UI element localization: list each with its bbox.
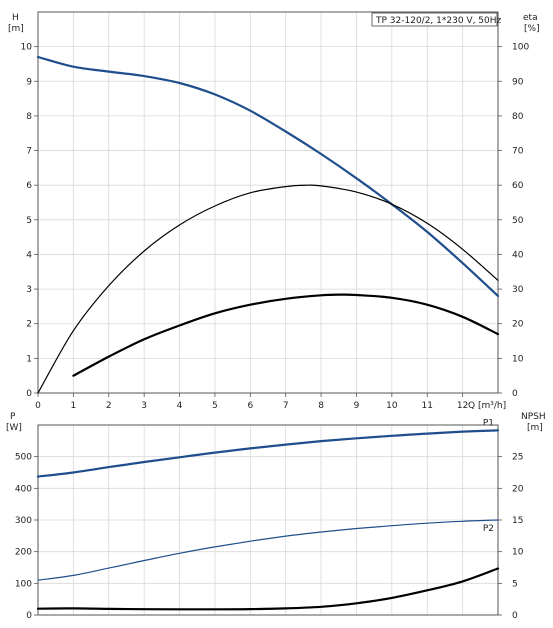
top-right-axis-label-2: [%] [524,24,540,34]
bottom-left-axis-label-1: P [10,412,16,422]
top-title-text: TP 32-120/2, 1*230 V, 50Hz [375,16,502,26]
bottom-y-right-tick-label: 20 [512,484,524,494]
bottom-left-tick-labels: 0 100 200 300 400 500 [15,453,38,621]
top-series-group [36,55,500,394]
y-left-tick-label: 1 [26,354,32,364]
y-left-tick-label: 0 [26,389,32,399]
top-right-axis-label-1: eta [523,13,538,23]
y-left-tick-label: 7 [26,147,32,157]
top-panel-frame [37,11,499,394]
bottom-y-left-tick-label: 100 [15,579,32,589]
top-left-tick-labels: 0 1 2 3 4 5 6 7 8 9 10 [21,43,38,399]
y-left-tick-label: 8 [26,112,32,122]
top-title-box: TP 32-120/2, 1*230 V, 50Hz [371,12,502,27]
top-x-tick-labels: 0 1 2 3 4 5 6 7 8 9 10 11 12 [35,393,468,411]
y-left-tick-label: 9 [26,77,32,87]
x-tick-label: 11 [422,401,433,411]
bottom-y-right-tick-label: 25 [512,453,523,463]
bottom-panel-grid [38,425,499,615]
bottom-series-labels: P1 P2 [483,418,494,534]
x-axis-label: Q [m³/h] [468,401,506,411]
x-tick-label: 3 [141,401,147,411]
y-right-tick-label: 0 [512,389,518,399]
top-title-box-frame [371,12,498,27]
secondary-black-curve [72,293,500,377]
top-left-axis-label-2: [m] [8,24,24,34]
bottom-y-left-tick-label: 400 [15,484,32,494]
y-left-tick-label: 10 [21,43,33,53]
top-panel-grid [38,12,499,393]
y-right-tick-label: 60 [512,181,524,191]
top-right-tick-labels: 0 10 20 30 40 50 60 70 80 90 100 [498,43,529,399]
y-right-tick-label: 100 [512,43,529,53]
y-right-tick-label: 90 [512,77,524,87]
x-tick-label: 7 [283,401,289,411]
x-tick-label: 8 [318,401,324,411]
x-tick-label: 12 [457,401,468,411]
y-right-tick-label: 40 [512,250,524,260]
x-tick-label: 4 [177,401,183,411]
bottom-right-axis-label-2: [m] [527,423,543,433]
y-right-tick-label: 50 [512,216,524,226]
y-left-tick-label: 5 [26,216,32,226]
series-label-p1: P1 [483,418,494,428]
efficiency-curve [37,184,499,394]
y-right-tick-label: 10 [512,354,524,364]
bottom-left-axis-label-2: [W] [6,423,22,433]
bottom-y-right-tick-label: 15 [512,516,523,526]
y-left-tick-label: 4 [26,250,32,260]
x-tick-label: 5 [212,401,218,411]
p2-curve [37,519,499,581]
x-tick-label: 1 [71,401,77,411]
y-right-tick-label: 20 [512,320,524,330]
bottom-y-right-tick-label: 0 [512,611,518,621]
series-label-p2: P2 [483,524,494,534]
bottom-y-left-tick-label: 0 [26,611,32,621]
y-left-tick-label: 6 [26,181,32,191]
x-tick-label: 0 [35,401,41,411]
y-left-tick-label: 3 [26,285,32,295]
bottom-series-group [36,429,500,611]
bottom-y-left-tick-label: 300 [15,516,32,526]
bottom-y-right-tick-label: 5 [512,579,518,589]
top-left-axis-label-1: H [12,13,19,23]
x-tick-label: 2 [106,401,112,411]
x-tick-label: 6 [247,401,253,411]
bottom-y-right-tick-label: 10 [512,548,524,558]
bottom-right-tick-labels: 0 5 10 15 20 25 [498,453,524,621]
bottom-y-left-tick-label: 200 [15,548,32,558]
bottom-right-axis-label-1: NPSH [521,412,546,422]
bottom-y-left-tick-label: 500 [15,453,32,463]
npsh-curve [36,567,500,611]
p1-curve [36,429,500,478]
y-right-tick-label: 70 [512,147,524,157]
x-tick-label: 9 [354,401,360,411]
x-tick-label: 10 [386,401,398,411]
y-right-tick-label: 80 [512,112,524,122]
head-curve [36,55,500,298]
y-left-tick-label: 2 [26,320,32,330]
y-right-tick-label: 30 [512,285,524,295]
